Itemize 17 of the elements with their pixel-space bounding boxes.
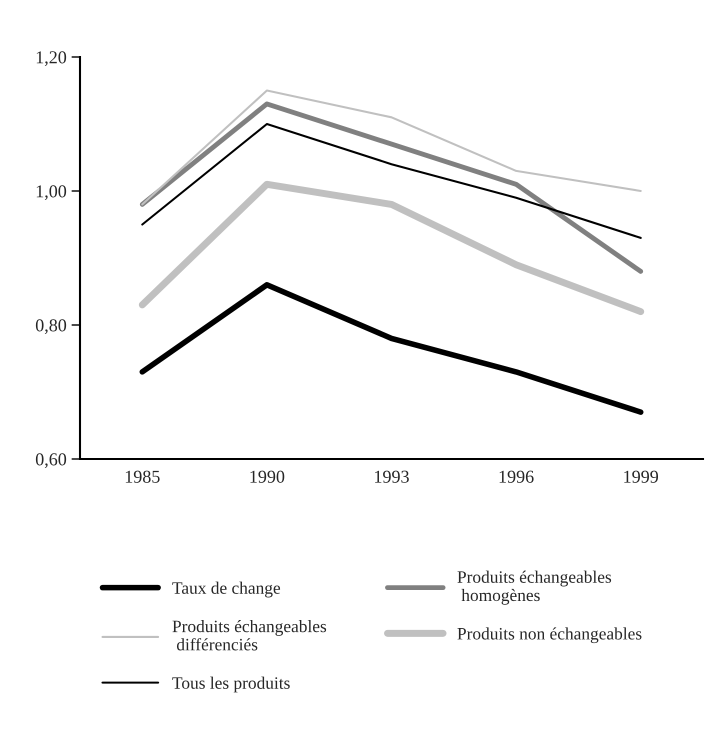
- x-tick-label: 1993: [375, 470, 409, 483]
- y-tick-label: 0,60: [36, 453, 66, 468]
- legend-label: Produits non échangeables: [457, 627, 642, 644]
- legend-label: Produits échangeables différenciés: [172, 620, 326, 650]
- x-tick-label: 1999: [624, 470, 658, 483]
- y-tick-label: 1,20: [36, 51, 66, 66]
- legend-label: Taux de change: [172, 582, 280, 598]
- x-tick-label: 1990: [250, 470, 284, 483]
- x-tick-label: 1985: [126, 470, 160, 483]
- line-series: [141, 89, 642, 206]
- y-tick-label: 0,80: [36, 319, 66, 334]
- y-tick-label: 1,00: [36, 185, 66, 200]
- x-tick-label: 1996: [500, 470, 534, 483]
- legend-label: Produits échangeables homogènes: [457, 570, 612, 605]
- legend-label: Tous les produits: [172, 676, 290, 692]
- line-series: [141, 122, 642, 239]
- line-series: [140, 101, 644, 274]
